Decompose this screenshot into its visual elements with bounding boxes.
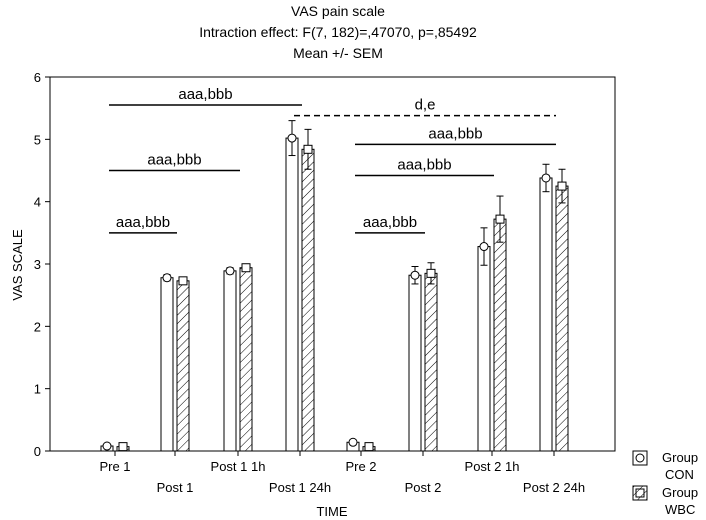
x-tick-label: Post 1: [157, 480, 194, 495]
chart-subtitle-effect: Intraction effect: F(7, 182)=,47070, p=,…: [199, 24, 477, 40]
marker-circle: [162, 273, 172, 283]
marker-square: [303, 144, 313, 154]
significance-label: d,e: [415, 97, 436, 114]
bar-wbc: [555, 185, 569, 452]
marker-circle: [348, 437, 358, 447]
bar-con: [539, 177, 553, 452]
legend-label-wbc-line1: Group: [662, 485, 698, 500]
y-axis-label: VAS SCALE: [10, 229, 25, 301]
bar-wbc: [301, 148, 315, 452]
legend-label-con-line1: Group: [662, 450, 698, 465]
x-tick-label: Post 2: [405, 480, 442, 495]
bar-wbc: [239, 267, 253, 452]
bar-con: [223, 270, 237, 452]
marker-circle: [225, 266, 235, 276]
x-axis-label: TIME: [316, 504, 347, 519]
chart-subtitle-stat: Mean +/- SEM: [293, 45, 383, 61]
y-tick-label: 3: [34, 257, 41, 272]
plot-border: [49, 76, 616, 452]
bar-con: [408, 274, 422, 452]
marker-square: [118, 442, 128, 452]
legend: Group CON Group WBC: [632, 450, 698, 517]
x-tick-label: Post 1 24h: [269, 480, 331, 495]
marker-circle: [479, 242, 489, 252]
x-tick-label: Post 2 1h: [465, 459, 520, 474]
bar-con: [477, 246, 491, 452]
y-tick-label: 5: [34, 132, 41, 147]
marker-square: [364, 442, 374, 452]
x-tick-label: Post 1 1h: [211, 459, 266, 474]
legend-marker-circle: [635, 453, 645, 463]
x-tick-label: Pre 2: [345, 459, 376, 474]
marker-circle: [410, 270, 420, 280]
y-tick-label: 0: [34, 444, 41, 459]
y-tick-label: 2: [34, 319, 41, 334]
significance-label: aaa,bbb: [116, 214, 170, 231]
y-axis: 0 1 2 3 4 5 6: [34, 70, 50, 459]
marker-circle: [287, 133, 297, 143]
marker-square: [426, 268, 436, 278]
marker-circle: [102, 441, 112, 451]
significance-label: aaa,bbb: [363, 214, 417, 231]
legend-marker-square: [635, 488, 645, 498]
marker-square: [178, 276, 188, 286]
legend-swatch-con: [632, 450, 648, 466]
bar-wbc: [176, 280, 190, 452]
legend-label-wbc-line2: WBC: [665, 502, 695, 517]
marker-square: [241, 263, 251, 273]
bar-con: [160, 277, 174, 452]
significance-label: aaa,bbb: [147, 152, 201, 169]
y-tick-label: 4: [34, 195, 41, 210]
bar-wbc: [493, 218, 507, 452]
y-tick-label: 6: [34, 70, 41, 85]
marker-circle: [541, 173, 551, 183]
y-tick-label: 1: [34, 382, 41, 397]
significance-label: aaa,bbb: [397, 156, 451, 173]
legend-label-con-line2: CON: [665, 467, 694, 482]
x-tick-label: Post 2 24h: [523, 480, 585, 495]
marker-square: [495, 214, 505, 224]
significance-annotations: aaa,bbb aaa,bbb aaa,bbb d,e aaa,bbb aaa,bbb aa…: [109, 86, 556, 234]
x-tick-label: Pre 1: [99, 459, 130, 474]
significance-label: aaa,bbb: [178, 86, 232, 103]
marker-square: [557, 181, 567, 191]
significance-label: aaa,bbb: [428, 125, 482, 142]
chart-title: VAS pain scale: [291, 3, 385, 19]
bar-con: [285, 137, 299, 452]
legend-swatch-wbc: [632, 485, 648, 501]
bars-group: [100, 120, 569, 452]
plot-area: [49, 76, 616, 452]
bar-wbc: [424, 272, 438, 452]
